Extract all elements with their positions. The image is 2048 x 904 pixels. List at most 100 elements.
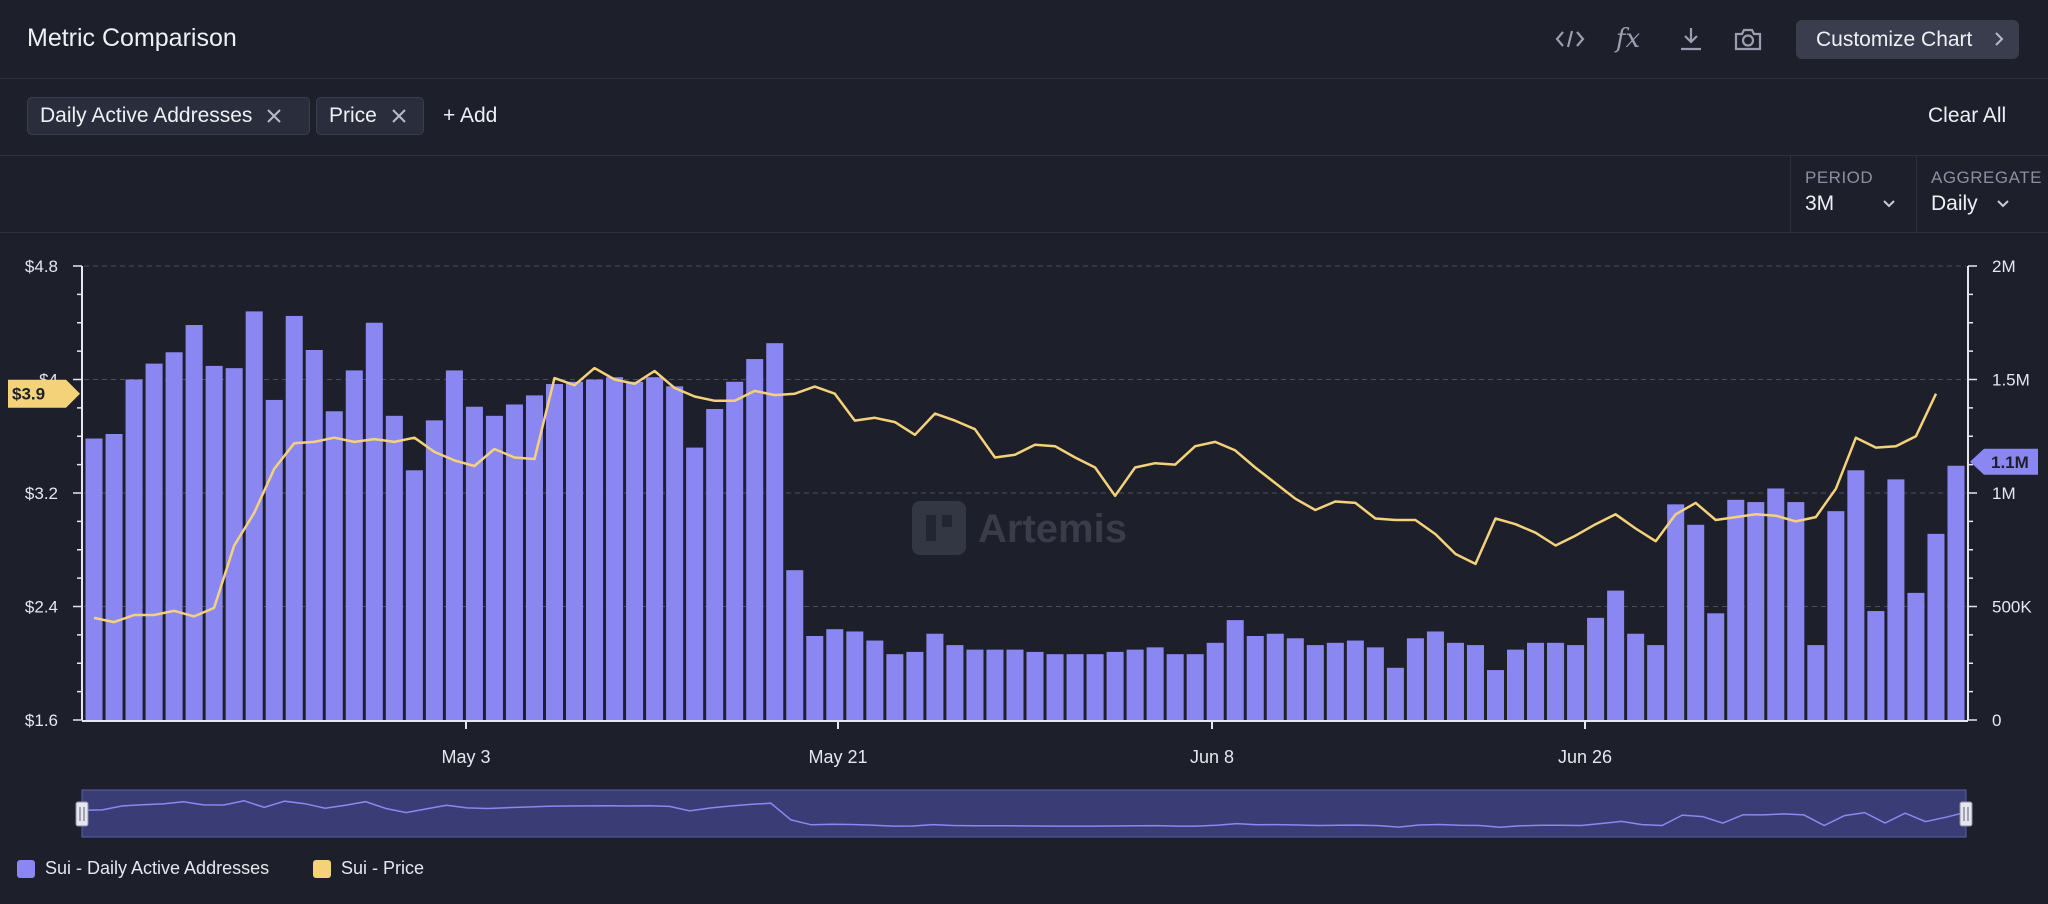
navigator-handle bbox=[1959, 801, 1973, 827]
daa-bar bbox=[1547, 642, 1565, 720]
daa-bar bbox=[1567, 645, 1585, 720]
daa-bar bbox=[986, 649, 1004, 720]
daa-bar bbox=[85, 438, 103, 720]
daa-bar bbox=[1486, 670, 1505, 720]
daa-bar bbox=[746, 359, 764, 720]
daa-bar bbox=[1126, 649, 1144, 720]
daa-bar bbox=[1386, 667, 1404, 720]
screenshot-button[interactable] bbox=[1731, 22, 1765, 56]
daa-bar bbox=[1246, 636, 1264, 720]
chart-controls: PERIOD 3M AGGREGATE Daily bbox=[0, 156, 2048, 233]
x-tick-label: Jun 8 bbox=[1190, 747, 1234, 767]
daa-bar bbox=[445, 370, 463, 720]
daa-bar bbox=[1527, 642, 1545, 720]
daa-bar bbox=[245, 311, 263, 720]
chevron-down-icon bbox=[1996, 200, 2009, 208]
daa-bar bbox=[1186, 654, 1204, 720]
chip-daily-active-addresses[interactable]: Daily Active Addresses bbox=[27, 97, 310, 135]
daa-bar bbox=[1887, 479, 1905, 720]
navigator-window bbox=[81, 789, 1967, 838]
embed-code-button[interactable] bbox=[1553, 22, 1587, 56]
daa-bar bbox=[325, 411, 343, 720]
daa-bar bbox=[1346, 640, 1364, 720]
daa-bar bbox=[1086, 654, 1104, 720]
customize-chart-label: Customize Chart bbox=[1816, 27, 1973, 51]
y-tick-label-left: $1.6 bbox=[25, 711, 58, 730]
aggregate-select[interactable]: AGGREGATE Daily bbox=[1916, 156, 2048, 232]
daa-bar bbox=[1627, 633, 1645, 720]
daa-bar bbox=[505, 404, 523, 720]
download-button[interactable] bbox=[1674, 22, 1708, 56]
chart-axes bbox=[73, 265, 1977, 729]
daa-bar bbox=[385, 415, 403, 720]
daa-bar bbox=[586, 379, 604, 720]
add-metric-button[interactable]: + Add bbox=[443, 104, 498, 127]
period-value: 3M bbox=[1805, 192, 1835, 215]
legend-item-daa[interactable]: Sui - Daily Active Addresses bbox=[17, 858, 269, 879]
close-icon[interactable] bbox=[266, 108, 282, 124]
clear-all-button[interactable]: Clear All bbox=[1928, 104, 2007, 127]
daa-bar bbox=[1687, 524, 1705, 720]
daa-bar bbox=[1066, 654, 1084, 720]
legend-item-price[interactable]: Sui - Price bbox=[313, 858, 424, 879]
chip-label: Daily Active Addresses bbox=[40, 104, 253, 127]
daa-bar bbox=[646, 377, 664, 720]
daa-bar bbox=[1026, 651, 1044, 720]
chip-label: Price bbox=[329, 104, 377, 127]
daa-bar bbox=[866, 640, 884, 720]
x-tick-label: Jun 26 bbox=[1558, 747, 1612, 767]
daa-bar bbox=[1206, 642, 1224, 720]
legend-label: Sui - Daily Active Addresses bbox=[45, 858, 270, 878]
chevron-down-icon bbox=[1883, 200, 1895, 208]
daa-bar bbox=[1707, 613, 1725, 720]
metric-chip-bar bbox=[0, 79, 2048, 156]
daa-bar bbox=[706, 409, 724, 720]
daa-bar bbox=[1647, 645, 1665, 720]
period-select[interactable]: PERIOD 3M bbox=[1790, 156, 1916, 232]
daa-bar bbox=[666, 386, 684, 720]
download-icon bbox=[1681, 28, 1701, 51]
current-price-label: $3.9 bbox=[12, 385, 45, 404]
customize-chart-button[interactable]: Customize Chart bbox=[1796, 20, 2019, 59]
navigator-series bbox=[81, 800, 1967, 829]
period-label: PERIOD bbox=[1805, 168, 1874, 187]
daa-bar bbox=[165, 352, 183, 720]
legend-label: Sui - Price bbox=[341, 858, 425, 878]
daa-bar bbox=[786, 570, 804, 720]
daa-bar bbox=[966, 649, 984, 720]
legend-swatch bbox=[313, 859, 331, 878]
chart-header: Metric Comparison fx Customize Chart bbox=[0, 0, 2048, 79]
y-tick-label-right: 0 bbox=[1992, 711, 2001, 730]
daa-bar bbox=[686, 447, 704, 720]
current-daa-label: 1.1M bbox=[1991, 453, 2029, 472]
close-icon[interactable] bbox=[391, 108, 407, 124]
daa-bar bbox=[125, 379, 143, 720]
daa-bar bbox=[726, 381, 744, 720]
daa-bar bbox=[806, 636, 824, 720]
daa-bar bbox=[1146, 647, 1164, 720]
y-tick-label-right: 1.5M bbox=[1992, 371, 2030, 390]
daa-bar bbox=[1306, 645, 1324, 720]
daa-bar bbox=[485, 415, 503, 720]
daa-bar bbox=[606, 377, 624, 720]
daa-bar bbox=[1607, 590, 1625, 720]
price-line bbox=[93, 366, 1938, 624]
daa-bar bbox=[1667, 504, 1685, 720]
daa-bar bbox=[205, 365, 223, 720]
daa-bar bbox=[846, 631, 864, 720]
daa-bar bbox=[1827, 511, 1845, 720]
daa-bar bbox=[265, 399, 283, 720]
y-tick-label-left: $4 bbox=[39, 371, 58, 390]
watermark-text: Artemis bbox=[978, 507, 1127, 551]
daa-bars bbox=[85, 311, 1965, 720]
daa-bar bbox=[285, 315, 303, 720]
chevron-right-icon bbox=[1995, 32, 2004, 46]
daa-bar bbox=[425, 420, 443, 720]
chip-price[interactable]: Price bbox=[316, 97, 424, 135]
daa-bar bbox=[626, 381, 644, 720]
daa-bar bbox=[766, 343, 784, 720]
daa-bar bbox=[906, 651, 924, 720]
daa-bar bbox=[1787, 502, 1805, 720]
formula-button[interactable]: fx bbox=[1611, 22, 1645, 56]
y-tick-label-right: 500K bbox=[1992, 598, 2032, 617]
